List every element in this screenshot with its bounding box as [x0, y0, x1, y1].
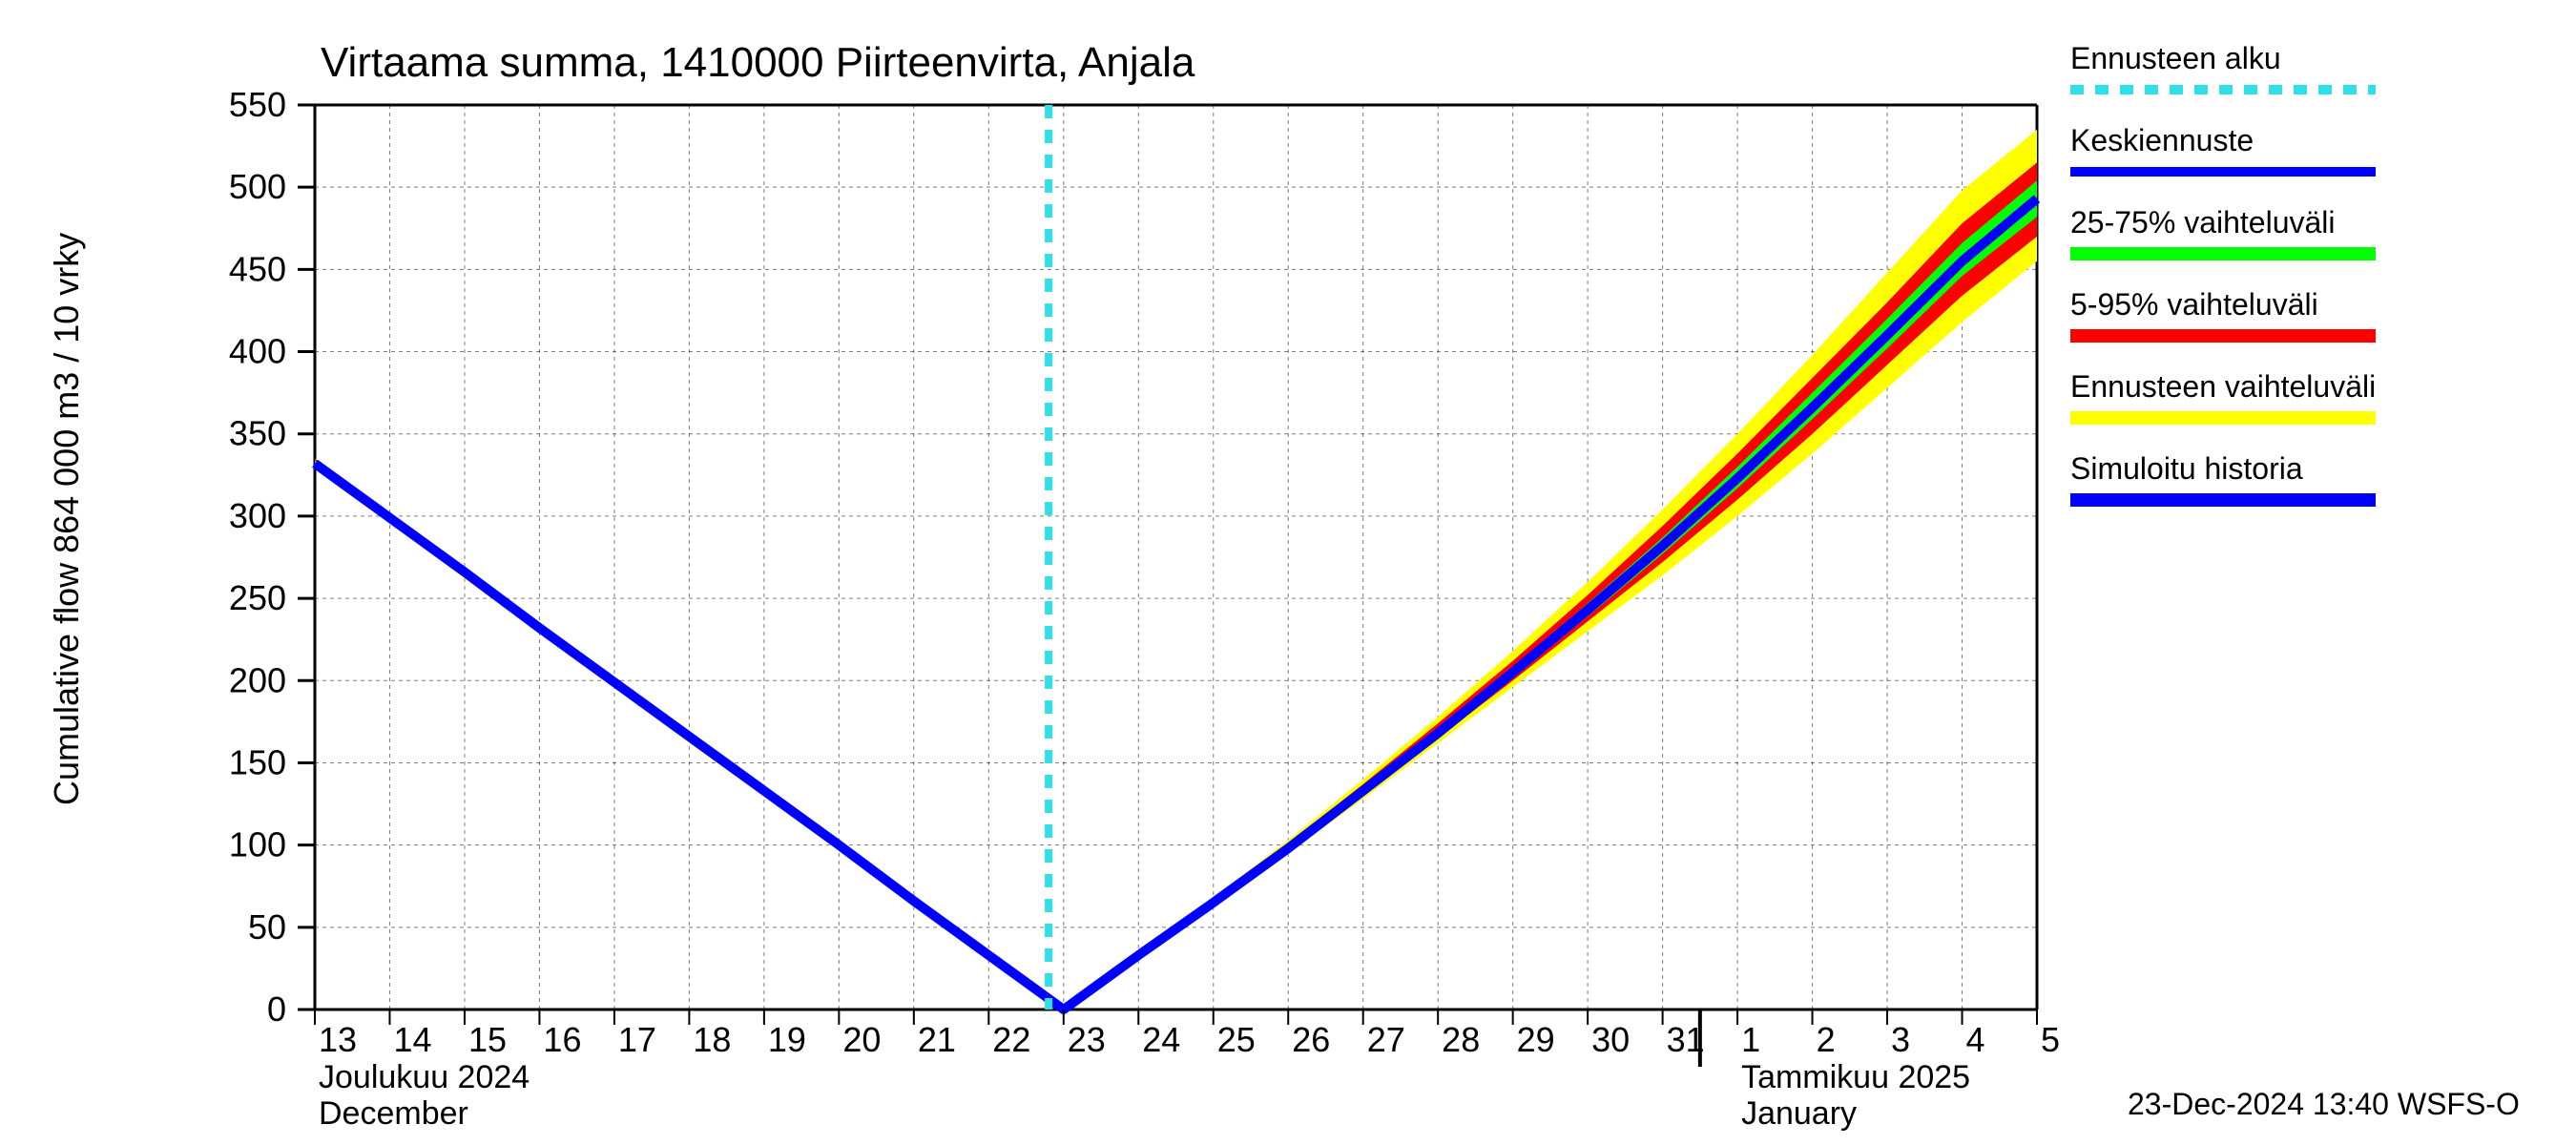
xtick-label: 1	[1741, 1020, 1760, 1059]
legend-label: Ennusteen vaihteluväli	[2070, 369, 2376, 404]
footer-timestamp: 23-Dec-2024 13:40 WSFS-O	[2128, 1087, 2520, 1121]
ytick-label: 250	[229, 578, 286, 617]
xtick-label: 13	[319, 1020, 357, 1059]
xtick-label: 23	[1068, 1020, 1106, 1059]
legend-label: 5-95% vaihteluväli	[2070, 287, 2318, 322]
xtick-label: 14	[393, 1020, 431, 1059]
xtick-label: 17	[618, 1020, 656, 1059]
month-label: January	[1741, 1095, 1857, 1132]
xtick-label: 28	[1442, 1020, 1480, 1059]
ytick-label: 350	[229, 414, 286, 453]
ytick-label: 400	[229, 332, 286, 371]
legend-label: Simuloitu historia	[2070, 451, 2303, 486]
chart-title: Virtaama summa, 1410000 Piirteenvirta, A…	[321, 39, 1195, 86]
ytick-label: 50	[248, 907, 286, 947]
ytick-label: 300	[229, 496, 286, 535]
ytick-label: 100	[229, 825, 286, 864]
xtick-label: 19	[768, 1020, 806, 1059]
xtick-label: 16	[543, 1020, 581, 1059]
xtick-label: 18	[693, 1020, 731, 1059]
xtick-label: 26	[1292, 1020, 1330, 1059]
xtick-label: 2	[1817, 1020, 1836, 1059]
xtick-label: 4	[1966, 1020, 1985, 1059]
ytick-label: 150	[229, 742, 286, 781]
chart-container: 0501001502002503003504004505005501314151…	[0, 0, 2576, 1145]
y-axis-label: Cumulative flow 864 000 m3 / 10 vrky	[47, 233, 86, 805]
xtick-label: 21	[918, 1020, 956, 1059]
xtick-label: 25	[1217, 1020, 1256, 1059]
month-label: December	[319, 1095, 468, 1132]
ytick-label: 550	[229, 85, 286, 124]
xtick-label: 29	[1517, 1020, 1555, 1059]
ytick-label: 500	[229, 167, 286, 206]
legend-label: Keskiennuste	[2070, 123, 2254, 157]
legend-label: 25-75% vaihteluväli	[2070, 205, 2336, 239]
xtick-label: 20	[842, 1020, 881, 1059]
xtick-label: 22	[992, 1020, 1030, 1059]
xtick-label: 3	[1891, 1020, 1910, 1059]
xtick-label: 27	[1367, 1020, 1405, 1059]
ytick-label: 0	[267, 989, 286, 1029]
xtick-label: 30	[1591, 1020, 1630, 1059]
ytick-label: 200	[229, 660, 286, 699]
legend-label: Ennusteen alku	[2070, 41, 2281, 75]
month-label: Tammikuu 2025	[1741, 1059, 1970, 1095]
xtick-label: 5	[2041, 1020, 2060, 1059]
xtick-label: 15	[468, 1020, 507, 1059]
ytick-label: 450	[229, 249, 286, 288]
chart-svg: 0501001502002503003504004505005501314151…	[0, 0, 2576, 1145]
xtick-label: 24	[1142, 1020, 1180, 1059]
month-label: Joulukuu 2024	[319, 1059, 530, 1095]
